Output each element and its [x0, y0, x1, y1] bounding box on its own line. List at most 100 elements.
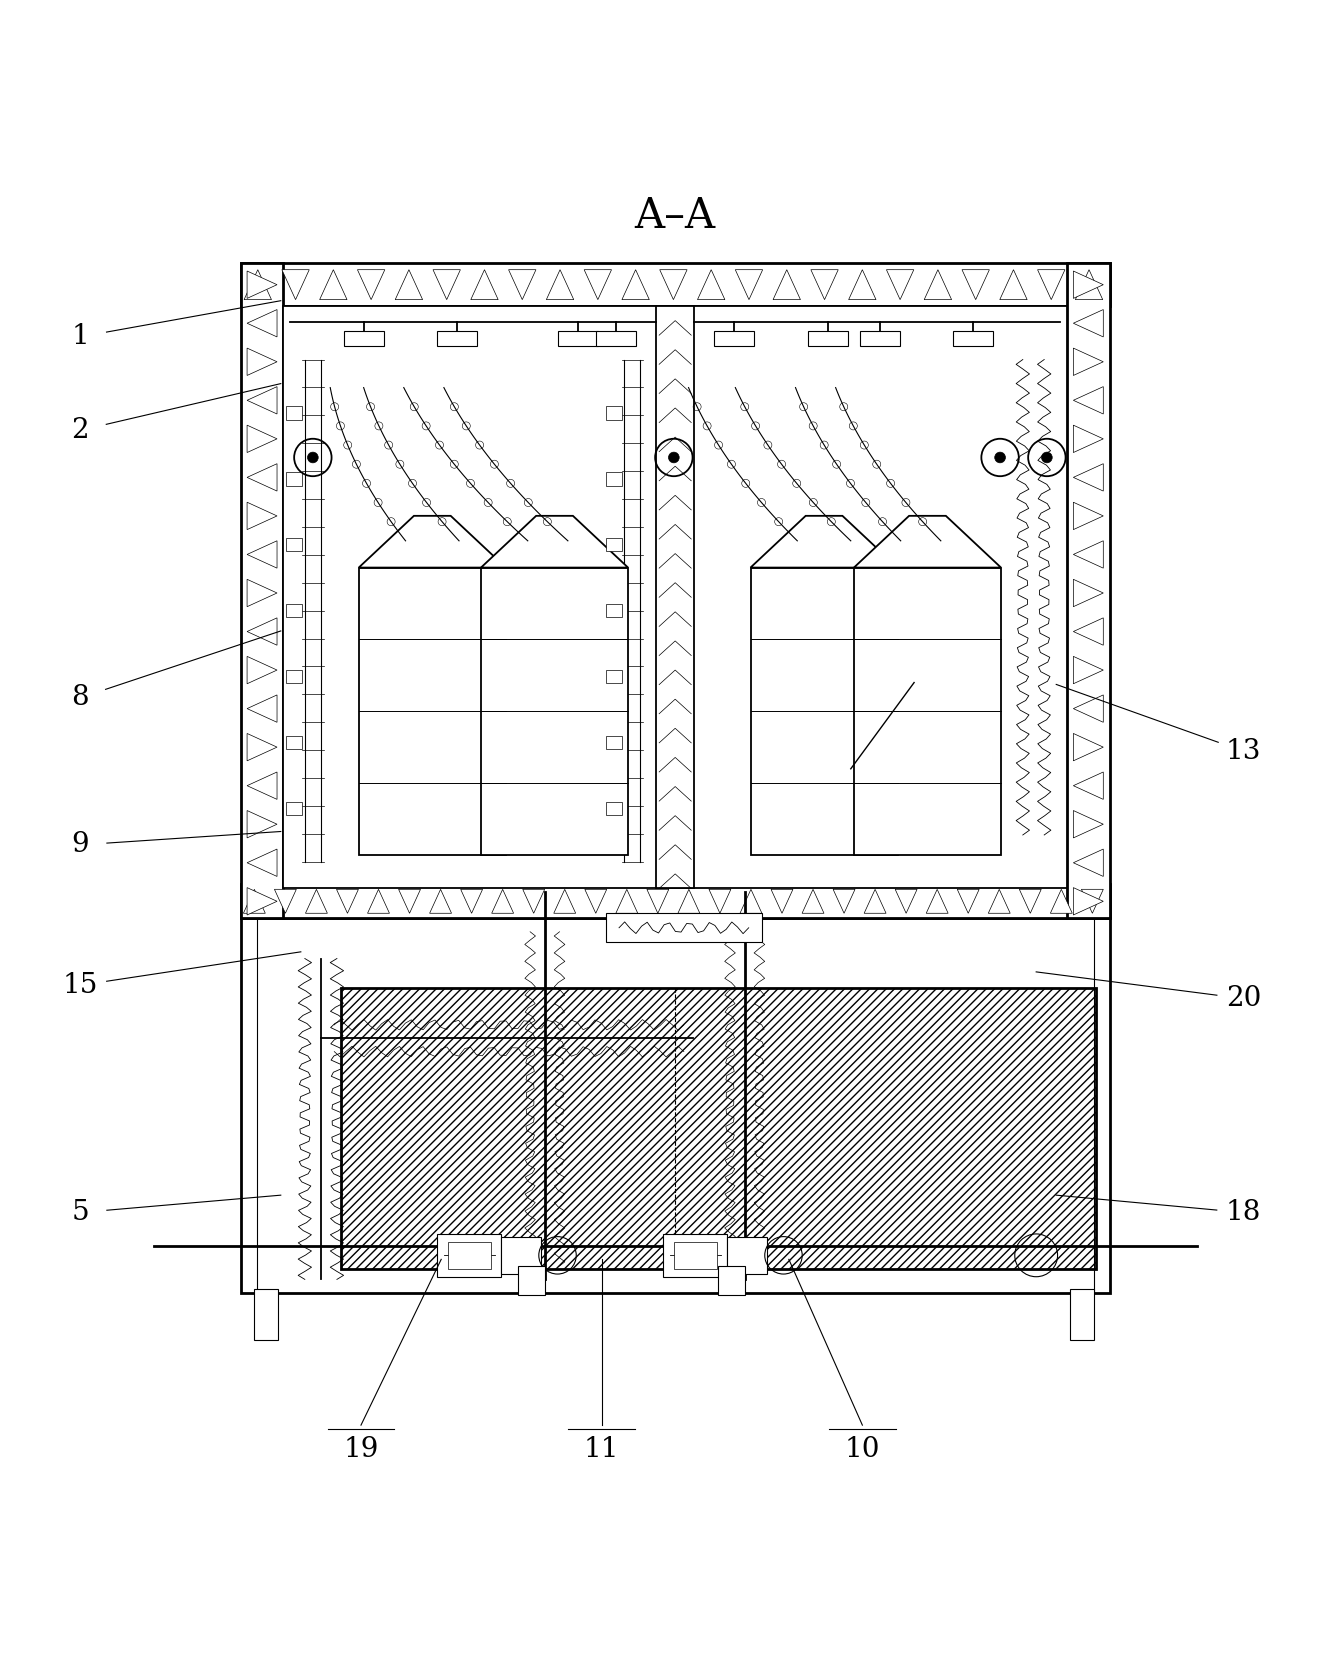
Polygon shape	[1074, 386, 1103, 414]
Bar	[606, 802, 622, 815]
Bar	[286, 604, 302, 617]
Polygon shape	[1051, 890, 1072, 913]
Polygon shape	[659, 269, 687, 299]
Polygon shape	[547, 269, 574, 299]
Polygon shape	[320, 269, 348, 299]
Bar	[808, 331, 848, 346]
Polygon shape	[398, 890, 421, 913]
Bar	[286, 670, 302, 683]
Polygon shape	[247, 348, 277, 376]
Bar	[656, 306, 694, 888]
Text: 18: 18	[1226, 1199, 1261, 1226]
Bar	[286, 472, 302, 486]
Polygon shape	[368, 890, 389, 913]
Polygon shape	[247, 464, 277, 491]
Polygon shape	[927, 890, 948, 913]
Polygon shape	[247, 502, 277, 529]
Text: 11: 11	[584, 1435, 619, 1463]
Polygon shape	[1074, 733, 1103, 762]
Polygon shape	[471, 269, 499, 299]
Bar	[283, 306, 1067, 888]
Text: 2: 2	[71, 417, 90, 444]
Text: 19: 19	[344, 1435, 378, 1463]
Text: 5: 5	[71, 1199, 90, 1226]
Polygon shape	[433, 269, 460, 299]
Polygon shape	[802, 890, 824, 913]
Polygon shape	[247, 850, 277, 876]
Polygon shape	[396, 269, 422, 299]
Polygon shape	[247, 426, 277, 452]
Polygon shape	[622, 269, 650, 299]
Bar	[1067, 263, 1110, 918]
Bar	[1070, 1289, 1094, 1340]
Polygon shape	[1074, 540, 1103, 569]
Bar	[854, 567, 1001, 855]
Bar	[241, 263, 283, 918]
Polygon shape	[924, 269, 952, 299]
Polygon shape	[247, 540, 277, 569]
Polygon shape	[1074, 657, 1103, 683]
Text: 9: 9	[71, 832, 90, 858]
Polygon shape	[1082, 890, 1103, 913]
Polygon shape	[1074, 619, 1103, 645]
Polygon shape	[988, 890, 1011, 913]
Polygon shape	[247, 657, 277, 683]
Bar	[860, 331, 900, 346]
Bar	[341, 988, 1096, 1269]
Polygon shape	[305, 890, 328, 913]
Polygon shape	[247, 579, 277, 607]
Polygon shape	[282, 269, 309, 299]
Bar	[606, 670, 622, 683]
Polygon shape	[508, 269, 536, 299]
Polygon shape	[1074, 502, 1103, 529]
Polygon shape	[492, 890, 513, 913]
Polygon shape	[833, 890, 856, 913]
Circle shape	[668, 452, 679, 462]
Polygon shape	[1074, 772, 1103, 800]
Polygon shape	[854, 516, 1001, 567]
Text: 1: 1	[71, 323, 90, 351]
Bar	[358, 567, 505, 855]
Bar	[286, 802, 302, 815]
Polygon shape	[1074, 888, 1103, 915]
Text: 13: 13	[1226, 738, 1261, 765]
Polygon shape	[357, 269, 385, 299]
Polygon shape	[963, 269, 989, 299]
Bar	[606, 913, 762, 943]
Polygon shape	[750, 516, 897, 567]
Bar	[606, 472, 622, 486]
Bar	[241, 918, 1110, 1292]
Polygon shape	[1074, 271, 1103, 298]
Circle shape	[1042, 452, 1052, 462]
Bar	[953, 331, 993, 346]
Bar	[558, 331, 598, 346]
Bar	[286, 735, 302, 748]
Text: 20: 20	[1226, 984, 1261, 1013]
Bar	[437, 331, 477, 346]
Polygon shape	[247, 772, 277, 800]
Bar	[286, 539, 302, 552]
Bar	[517, 1266, 545, 1295]
Polygon shape	[1075, 269, 1103, 299]
Polygon shape	[247, 309, 277, 338]
Bar	[663, 1234, 727, 1277]
Polygon shape	[1074, 579, 1103, 607]
Polygon shape	[1019, 890, 1042, 913]
Bar	[596, 331, 636, 346]
Bar	[254, 1289, 278, 1340]
Polygon shape	[771, 890, 793, 913]
Polygon shape	[429, 890, 452, 913]
Bar	[437, 1234, 501, 1277]
Circle shape	[995, 452, 1005, 462]
Bar	[606, 735, 622, 748]
Polygon shape	[245, 269, 271, 299]
Polygon shape	[247, 695, 277, 722]
Polygon shape	[247, 888, 277, 915]
Polygon shape	[647, 890, 668, 913]
Polygon shape	[1074, 348, 1103, 376]
Bar	[241, 885, 1110, 918]
Polygon shape	[1074, 850, 1103, 876]
Polygon shape	[243, 890, 265, 913]
Bar	[606, 406, 622, 419]
Polygon shape	[481, 516, 628, 567]
